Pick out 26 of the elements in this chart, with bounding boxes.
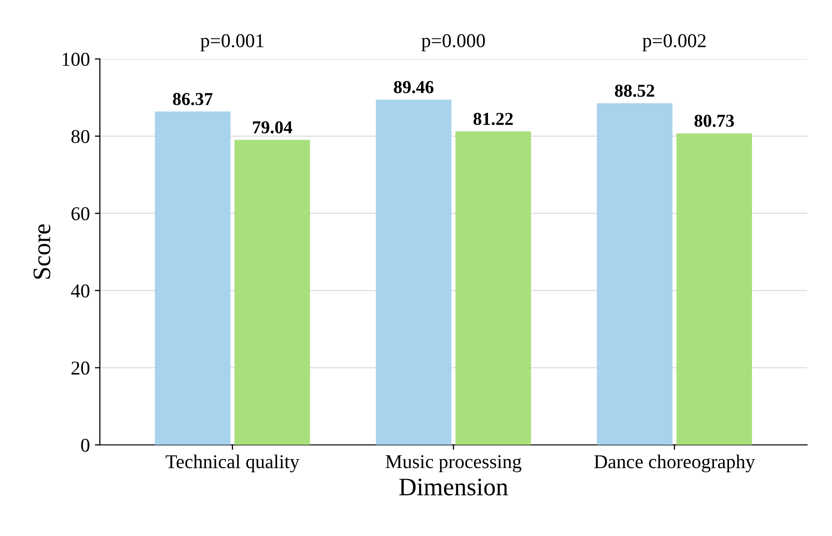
data-label: 81.22 xyxy=(474,112,513,126)
data-label: 89.46 xyxy=(394,81,434,94)
bar xyxy=(234,140,310,445)
y-tick-label: 40 xyxy=(71,284,90,298)
data-label: 79.04 xyxy=(252,121,292,134)
x-tick-label: Music processing xyxy=(386,455,522,472)
y-tick-label: 80 xyxy=(71,130,90,144)
text: p=0.001 xyxy=(200,34,264,52)
x-axis-title: Dimension xyxy=(399,478,508,496)
bar xyxy=(596,103,672,445)
bar xyxy=(676,133,752,445)
data-label: 86.37 xyxy=(172,92,213,106)
y-tick-label: 0 xyxy=(81,438,90,452)
x-tick-label: Technical quality xyxy=(166,454,300,472)
x-tick-label: Dance choreography xyxy=(594,454,756,472)
bar xyxy=(376,100,452,445)
y-tick-label: 60 xyxy=(72,207,90,220)
bar xyxy=(455,131,532,445)
bar xyxy=(154,112,230,445)
y-axis-title: Score xyxy=(34,224,50,279)
data-label: 80.73 xyxy=(694,114,734,127)
y-tick-label: 100 xyxy=(62,52,90,66)
data-label: 88.52 xyxy=(614,84,654,97)
text: p=0.000 xyxy=(422,34,485,52)
y-tick-label: 20 xyxy=(72,362,90,375)
text: p=0.002 xyxy=(642,34,706,52)
